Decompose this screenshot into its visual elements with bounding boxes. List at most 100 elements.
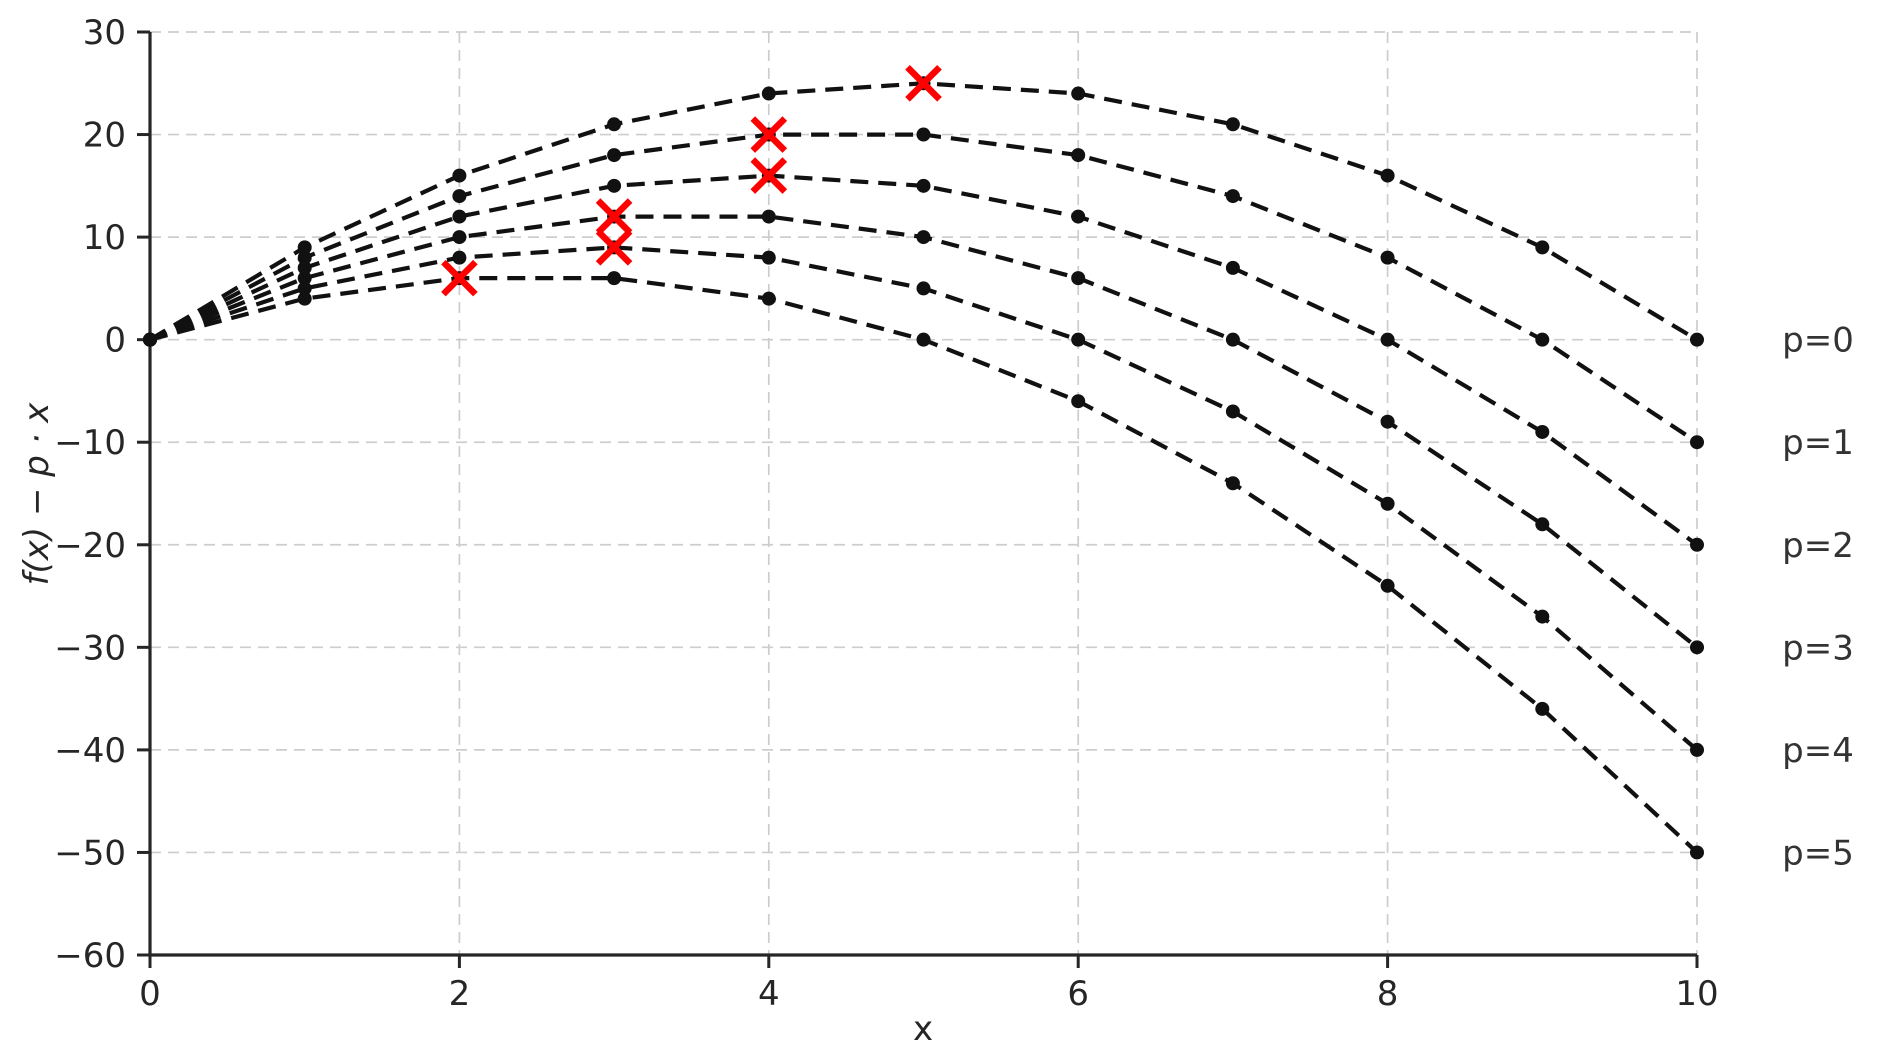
y-tick-label--40: −40 <box>54 731 126 771</box>
y-tick-label-10: 10 <box>83 218 126 258</box>
data-point-p=2-x1 <box>297 260 312 275</box>
series-line-p=3 <box>149 214 1699 649</box>
data-point-p=2-x8 <box>1380 332 1395 347</box>
data-point-p=2-x9 <box>1535 424 1550 439</box>
data-point-p=2-x6 <box>1071 209 1086 224</box>
x-stroke <box>595 198 633 235</box>
x-stroke <box>595 229 633 266</box>
series-label-p=1: p=1 <box>1782 423 1854 463</box>
max-marker-layer <box>441 64 942 297</box>
x-axis-label: x <box>913 1009 933 1049</box>
x-stroke <box>750 116 788 153</box>
data-point-p=4-x6 <box>1071 332 1086 347</box>
x-stroke <box>750 157 788 194</box>
data-point-p=4-x4 <box>761 250 776 265</box>
data-point-p=5-x1 <box>297 291 312 306</box>
data-point-p=4-x1 <box>297 281 312 296</box>
y-tick-label--10: −10 <box>54 423 126 463</box>
data-point-p=4-x7 <box>1225 404 1240 419</box>
y-tick-label--50: −50 <box>54 833 126 873</box>
data-point-p=5-x8 <box>1380 578 1395 593</box>
data-point-p=2-x7 <box>1225 260 1240 275</box>
data-point-p=5-x3 <box>607 271 622 286</box>
data-point-p=4-x8 <box>1380 496 1395 511</box>
data-point-p=5-x0 <box>143 332 157 347</box>
series-line-p=0 <box>148 81 1699 342</box>
data-point-p=1-x6 <box>1071 148 1086 163</box>
x-tick-label-2: 2 <box>449 974 471 1014</box>
y-tick-label--30: −30 <box>54 628 126 668</box>
data-point-p=5-x5 <box>916 332 931 347</box>
data-point-p=5-x6 <box>1071 394 1086 409</box>
data-point-p=0-x8 <box>1380 168 1395 183</box>
max-marker-x-icon-p=0 <box>905 64 942 102</box>
data-point-p=1-x7 <box>1225 189 1240 204</box>
data-point-p=5-x10 <box>1690 845 1704 860</box>
data-point-p=0-x6 <box>1071 86 1086 101</box>
data-point-p=4-x10 <box>1690 742 1704 757</box>
data-point-p=3-x1 <box>297 271 312 286</box>
data-point-p=0-x4 <box>761 86 776 101</box>
data-point-p=1-x2 <box>452 189 467 204</box>
data-point-p=3-x10 <box>1690 640 1704 655</box>
data-point-p=2-x10 <box>1690 537 1704 552</box>
data-point-p=2-x3 <box>607 178 622 193</box>
data-point-p=1-x9 <box>1535 332 1550 347</box>
data-point-p=0-x1 <box>297 240 312 255</box>
series-label-p=2: p=2 <box>1782 526 1854 566</box>
data-point-p=0-x9 <box>1535 240 1550 255</box>
data-point-p=1-x3 <box>607 148 622 163</box>
data-point-p=4-x9 <box>1535 609 1550 624</box>
y-tick-label-0: 0 <box>104 321 126 361</box>
y-tick-label--20: −20 <box>54 526 126 566</box>
max-marker-x-icon-p=3 <box>595 198 633 235</box>
y-tick-label-30: 30 <box>83 13 126 53</box>
data-point-p=1-x5 <box>916 127 931 142</box>
data-point-p=4-x5 <box>916 281 931 296</box>
series-label-p=0: p=0 <box>1782 321 1854 361</box>
data-point-p=1-x8 <box>1380 250 1395 265</box>
axes-layer: 30 20 10 0 −10 −20 −30 −40 −50 −60 0 2 4 6 8 10 <box>54 13 1718 1014</box>
max-marker-x-icon-p=2 <box>750 157 788 194</box>
series-label-p=5: p=5 <box>1782 833 1854 873</box>
data-point-p=2-x5 <box>916 178 931 193</box>
data-point-p=0-x3 <box>607 117 622 132</box>
data-point-p=0-x10 <box>1690 332 1704 347</box>
data-point-p=3-x6 <box>1071 271 1086 286</box>
y-tick-label-20: 20 <box>83 116 126 156</box>
series-label-p=4: p=4 <box>1782 731 1854 771</box>
max-marker-x-icon-p=5 <box>441 259 478 297</box>
label-layer: p=0 p=1 p=2 p=3 p=4 p=5 <box>1782 321 1854 874</box>
max-marker-x-icon-p=4 <box>595 229 633 266</box>
data-point-p=4-x2 <box>452 250 467 265</box>
x-stroke <box>905 64 942 102</box>
data-point-p=5-x7 <box>1225 476 1240 491</box>
data-point-p=5-x4 <box>761 291 776 306</box>
series-layer <box>143 76 1704 860</box>
series-line-p=4 <box>149 245 1699 752</box>
data-point-p=1-x1 <box>297 250 312 265</box>
grid-layer <box>149 31 1698 956</box>
data-point-p=3-x2 <box>452 230 467 245</box>
data-point-p=2-x2 <box>452 209 467 224</box>
y-tick-label--60: −60 <box>54 936 126 976</box>
series-label-p=3: p=3 <box>1782 628 1854 668</box>
x-tick-label-4: 4 <box>758 974 780 1014</box>
y-axis-label: f(x) − p · x <box>17 402 57 586</box>
data-point-p=1-x10 <box>1690 435 1704 450</box>
max-marker-x-icon-p=1 <box>750 116 788 153</box>
data-point-p=0-x2 <box>452 168 467 183</box>
data-point-p=3-x8 <box>1380 414 1395 429</box>
series-line-p=5 <box>149 276 1699 854</box>
data-point-p=3-x5 <box>916 230 931 245</box>
x-tick-label-10: 10 <box>1675 974 1718 1014</box>
x-tick-label-8: 8 <box>1377 974 1399 1014</box>
data-point-p=3-x7 <box>1225 332 1240 347</box>
x-stroke <box>441 259 478 297</box>
x-tick-label-0: 0 <box>139 974 161 1014</box>
x-tick-label-6: 6 <box>1067 974 1089 1014</box>
data-point-p=5-x9 <box>1535 701 1550 716</box>
data-point-p=3-x4 <box>761 209 776 224</box>
